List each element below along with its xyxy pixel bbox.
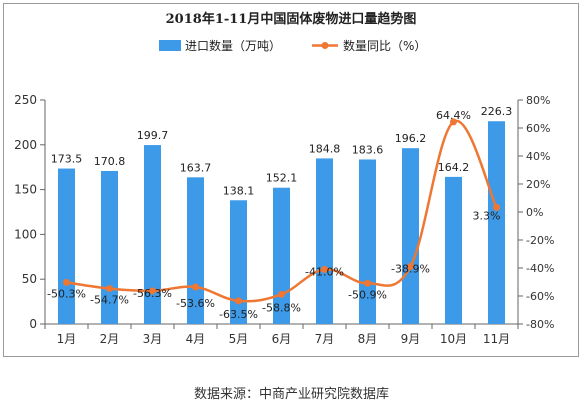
bar-label: 152.1 [266,172,298,185]
yoy-label: -56.3% [133,287,172,300]
yoy-label: -54.7% [90,294,129,307]
bar-label: 183.6 [352,143,384,156]
yoy-point [364,279,371,287]
yoy-point [493,203,500,211]
bar-label: 173.5 [51,153,83,166]
right-tick-label: 60% [526,122,550,135]
x-tick-label: 5月 [229,332,249,346]
legend-line-label: 数量同比（%） [343,38,426,53]
right-tick-label: 80% [526,94,550,107]
yoy-label: 3.3% [473,209,501,222]
bar [402,148,419,324]
yoy-label: -50.3% [47,287,86,300]
yoy-point [321,265,328,273]
right-tick-label: -60% [526,290,554,303]
right-tick-label: 40% [526,150,550,163]
right-tick-label: -40% [526,262,554,275]
x-tick-label: 4月 [186,332,206,346]
bar-label: 138.1 [223,184,255,197]
yoy-label: -41.0% [305,265,344,278]
yoy-labels: -50.3% -54.7% -56.3% -53.6% -63.5% -58.8% -41.… [47,109,500,321]
right-tick-label: 20% [526,178,550,191]
bar-labels: 173.5 170.8 199.7 163.7 138.1 152.1 184.8 183.6… [51,105,513,197]
yoy-point [149,287,156,295]
right-tick-label: -80% [526,318,554,331]
x-tick-label: 7月 [315,332,335,346]
legend-bar-label: 进口数量（万吨） [185,38,281,53]
source-note: 数据来源：中商产业研究院数据库 [193,387,389,402]
chart: 2018年1-11月中国固体废物进口量趋势图 进口数量（万吨） 数量同比（%） … [14,11,554,346]
legend: 进口数量（万吨） 数量同比（%） [159,38,426,53]
right-tick-label: 0% [526,206,543,219]
yoy-line [63,118,500,305]
yoy-point [235,297,242,305]
yoy-point [450,118,457,126]
legend-line-marker [321,42,329,49]
bar-label: 184.8 [309,142,341,155]
yoy-label: 64.4% [436,109,471,122]
yoy-point [407,262,414,270]
x-tick-label: 8月 [358,332,378,346]
yoy-point [63,278,70,286]
yoy-label: -63.5% [219,308,258,321]
right-tick-label: -20% [526,234,554,247]
left-tick-label: 250 [14,93,37,107]
legend-bar-swatch [159,40,181,51]
yoy-point [278,290,285,298]
yoy-point [106,285,113,293]
bar-label: 196.2 [395,132,427,145]
bar [144,145,161,324]
bar [273,187,290,324]
left-tick-label: 150 [14,183,37,197]
yoy-point [192,283,199,291]
bar [58,168,75,324]
chart-title: 2018年1-11月中国固体废物进口量趋势图 [166,11,417,27]
bar-label: 164.2 [438,161,470,174]
bar [488,121,505,324]
yoy-line-path [66,119,498,303]
bar [316,158,333,324]
bar [101,170,118,324]
left-tick-label: 0 [29,317,37,331]
left-tick-label: 200 [14,138,37,152]
left-tick-label: 100 [14,227,37,241]
bar [445,176,462,324]
bar [230,200,247,324]
left-tick-label: 50 [22,272,37,286]
bar-label: 163.7 [180,161,212,174]
bar-label: 170.8 [94,155,126,168]
yoy-label: -53.6% [176,297,215,310]
x-tick-label: 9月 [401,332,421,346]
x-tick-label: 2月 [100,332,120,346]
bar-label: 199.7 [137,129,169,142]
yoy-label: -58.8% [262,301,301,314]
x-tick-label: 11月 [483,332,510,346]
yoy-label: -38.9% [391,262,430,275]
chart-frame [3,3,579,357]
x-tick-label: 6月 [272,332,292,346]
yoy-label: -50.9% [348,288,387,301]
x-tick-label: 1月 [57,332,77,346]
bar-label: 226.3 [481,105,513,118]
x-tick-label: 3月 [143,332,163,346]
axes: 0 50 100 150 200 250 -80% -60% -40% -20% 0% 20% 40% 6… [14,93,554,346]
x-tick-label: 10月 [440,332,467,346]
